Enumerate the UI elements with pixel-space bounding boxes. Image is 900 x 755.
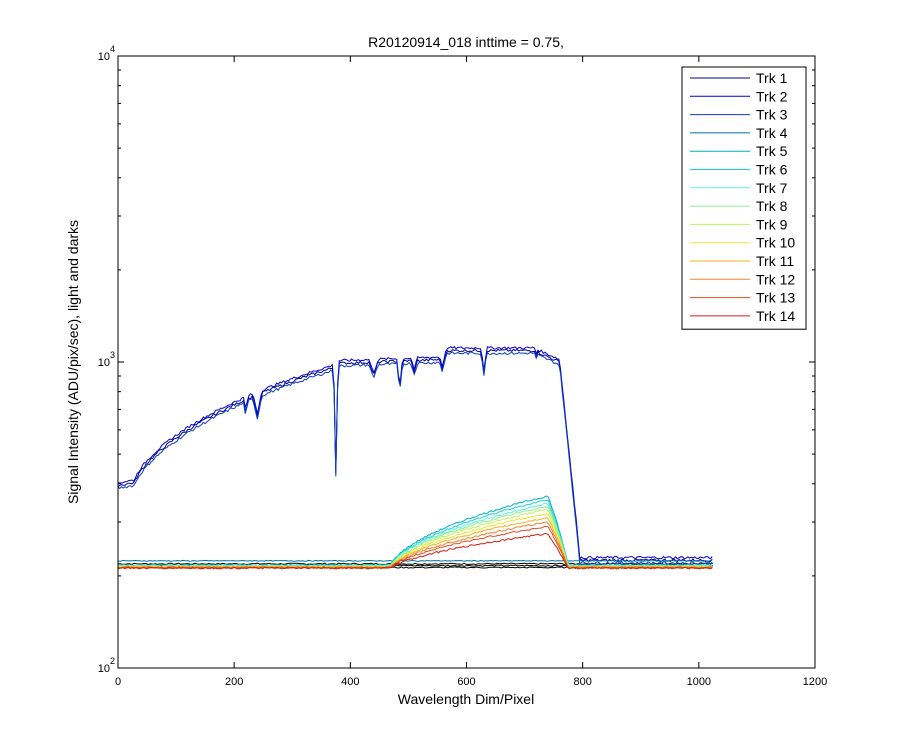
legend-label: Trk 9 — [756, 216, 788, 232]
x-tick-label: 400 — [341, 676, 359, 688]
y-tick-label-base: 10 — [98, 357, 110, 369]
legend-label: Trk 14 — [756, 308, 795, 324]
legend-label: Trk 4 — [756, 125, 788, 141]
legend-label: Trk 13 — [756, 290, 795, 306]
x-tick-label: 600 — [457, 676, 475, 688]
legend-label: Trk 2 — [756, 88, 788, 104]
x-tick-label: 200 — [225, 676, 243, 688]
legend-label: Trk 12 — [756, 271, 795, 287]
legend-label: Trk 7 — [756, 180, 788, 196]
series-layer — [117, 345, 713, 570]
y-axis-label: Signal Intensity (ADU/pix/sec), light an… — [65, 220, 81, 504]
series-line-13 — [117, 526, 713, 569]
y-tick-label-exp: 2 — [110, 656, 115, 666]
y-tick-label-exp: 4 — [110, 44, 115, 54]
legend-label: Trk 11 — [756, 253, 794, 269]
legend-label: Trk 3 — [756, 107, 788, 123]
legend-box — [681, 66, 807, 330]
series-line-4 — [117, 559, 713, 562]
x-tick-label: 1200 — [803, 676, 827, 688]
x-tick-label: 1000 — [687, 676, 711, 688]
legend: Trk 1 Trk 2 Trk 3 Trk 4 Trk 5 Trk 6 Trk 7 Trk 8… — [681, 66, 807, 330]
x-tick-label: 0 — [115, 676, 121, 688]
x-axis-label: Wavelength Dim/Pixel — [398, 691, 534, 707]
legend-label: Trk 8 — [756, 198, 788, 214]
series-line-14 — [117, 532, 713, 570]
legend-label: Trk 10 — [756, 235, 795, 251]
series-line-1 — [117, 348, 713, 563]
legend-label: Trk 1 — [756, 70, 788, 86]
series-line-3 — [117, 351, 713, 566]
legend-label: Trk 5 — [756, 143, 788, 159]
y-tick-label-exp: 3 — [110, 350, 115, 360]
legend-label: Trk 6 — [756, 162, 788, 178]
x-tick-label: 800 — [573, 676, 591, 688]
y-tick-label-base: 10 — [98, 51, 110, 63]
series-line-2 — [117, 345, 713, 561]
y-tick-label-base: 10 — [98, 663, 110, 675]
chart-title: R20120914_018 inttime = 0.75, — [368, 34, 564, 50]
series-line-7 — [118, 502, 713, 568]
